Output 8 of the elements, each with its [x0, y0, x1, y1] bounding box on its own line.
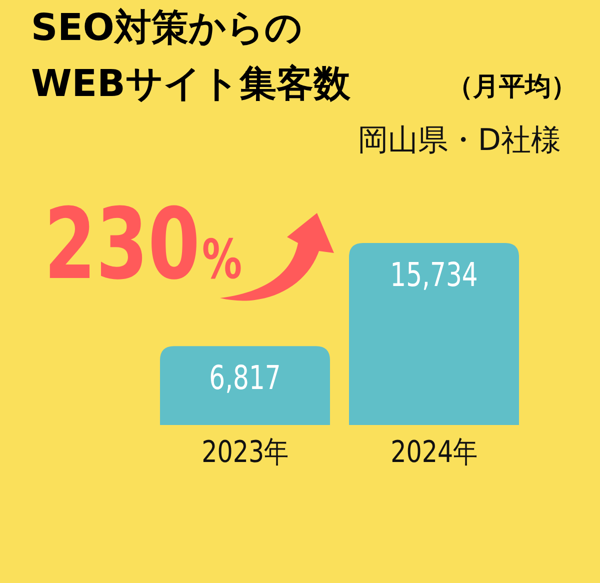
chart-title: SEO対策からの WEBサイト集客数: [31, 6, 352, 105]
chart-subtitle: （月平均）: [447, 72, 577, 102]
text: 岡山県・D社様: [358, 123, 561, 158]
data-label: 15,734: [390, 256, 478, 294]
data-label: 6,817: [209, 358, 281, 398]
x-tick-label: 2023年: [202, 436, 288, 470]
x-tick-label: 2024年: [390, 436, 478, 470]
annotation: 230%: [44, 188, 256, 302]
